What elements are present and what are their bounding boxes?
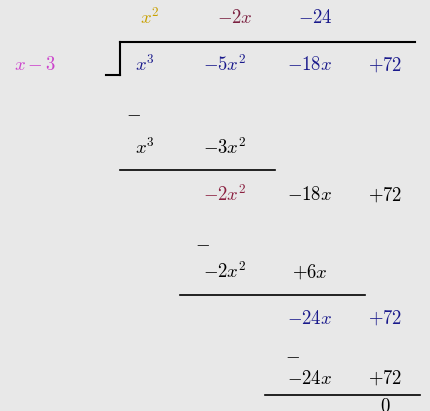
Text: $-24x$: $-24x$ [287, 369, 332, 388]
Text: $-24$: $-24$ [298, 9, 332, 28]
Text: $-3x^2$: $-3x^2$ [203, 138, 247, 159]
Text: $x^3$: $x^3$ [135, 55, 155, 76]
Text: $x^3$: $x^3$ [135, 138, 155, 159]
Text: $+72$: $+72$ [368, 55, 402, 74]
Text: $-24x$: $-24x$ [287, 309, 332, 328]
Text: $-18x$: $-18x$ [287, 185, 332, 205]
Text: $-2x$: $-2x$ [217, 9, 253, 28]
Text: $x-3$: $x-3$ [14, 55, 56, 74]
Text: $-$: $-$ [195, 233, 210, 252]
Text: $-2x^2$: $-2x^2$ [203, 261, 247, 282]
Text: $-5x^2$: $-5x^2$ [203, 55, 247, 76]
Text: $+72$: $+72$ [368, 185, 402, 205]
Text: $+72$: $+72$ [368, 309, 402, 328]
Text: $-2x^2$: $-2x^2$ [203, 185, 247, 206]
Text: $-$: $-$ [126, 104, 141, 122]
Text: $+6x$: $+6x$ [292, 263, 328, 282]
Text: $-$: $-$ [285, 346, 300, 365]
Text: $x^2$: $x^2$ [140, 7, 160, 28]
Text: $+72$: $+72$ [368, 369, 402, 388]
Text: $0$: $0$ [380, 397, 390, 411]
Text: $-18x$: $-18x$ [287, 55, 332, 74]
